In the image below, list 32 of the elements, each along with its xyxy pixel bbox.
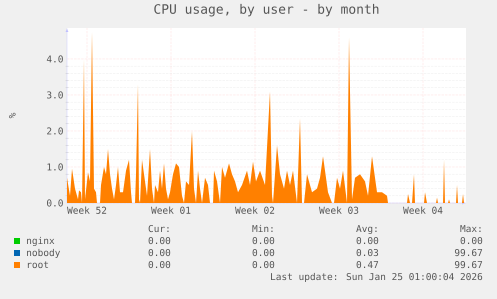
- text: Avg:: [356, 225, 377, 234]
- text: 0.00: [356, 236, 378, 244]
- text: 0.47: [356, 260, 378, 268]
- text: 0.00: [148, 248, 170, 256]
- text: 0.00: [252, 248, 274, 256]
- text: Last update: Sun Jan 25 01:00:04 2026: [271, 272, 482, 282]
- legend-label: nobody: [27, 248, 60, 258]
- text: Cur:: [148, 224, 169, 232]
- text: 99.67: [454, 248, 482, 256]
- legend-label: root: [28, 261, 48, 268]
- y-tick-label: 4.0: [46, 55, 63, 63]
- text: 0.00: [460, 236, 482, 244]
- text: 0.00: [148, 260, 170, 268]
- legend-label: nginx: [27, 236, 54, 246]
- text: 0.03: [356, 248, 378, 256]
- text: 99.67: [454, 260, 482, 268]
- x-tick-label: Week 03: [319, 206, 358, 214]
- chart-title: CPU usage, by user - by month: [154, 4, 378, 16]
- y-tick-label: 0.0: [47, 199, 63, 207]
- text: 0.00: [148, 236, 170, 244]
- x-tick-label: Week 01: [151, 206, 190, 214]
- y-tick-label: 3.0: [47, 91, 63, 99]
- x-tick-label: Week 52: [67, 206, 106, 214]
- text: Max:: [460, 225, 481, 232]
- text: Min:: [252, 224, 273, 232]
- x-tick-label: Week 02: [235, 206, 274, 214]
- y-tick-label: 1.0: [48, 163, 63, 171]
- y-axis-title: %: [8, 112, 16, 118]
- x-tick-label: Week 04: [403, 206, 443, 214]
- text: 0.00: [252, 260, 274, 268]
- y-tick-label: 2.0: [47, 127, 63, 135]
- text: 0.00: [252, 236, 274, 244]
